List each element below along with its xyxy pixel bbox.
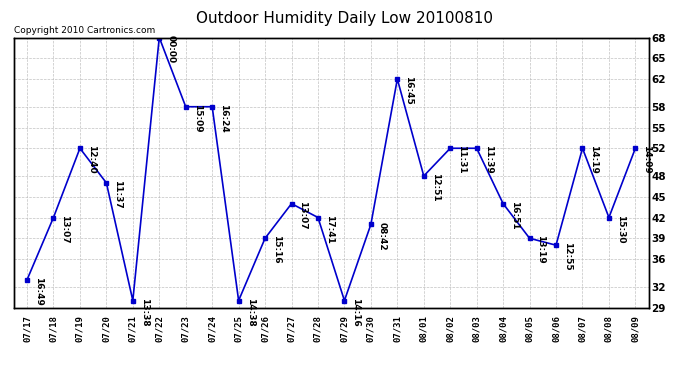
Text: 08:42: 08:42 xyxy=(378,222,387,250)
Text: 14:19: 14:19 xyxy=(589,146,598,174)
Text: 14:16: 14:16 xyxy=(351,298,360,327)
Text: 11:31: 11:31 xyxy=(457,146,466,174)
Text: 14:09: 14:09 xyxy=(642,146,651,174)
Text: 00:00: 00:00 xyxy=(166,35,175,63)
Text: 16:49: 16:49 xyxy=(34,277,43,306)
Text: 16:51: 16:51 xyxy=(510,201,519,229)
Text: 12:51: 12:51 xyxy=(431,173,440,202)
Text: 16:24: 16:24 xyxy=(219,104,228,133)
Text: 11:39: 11:39 xyxy=(484,146,493,174)
Text: 12:40: 12:40 xyxy=(87,146,96,174)
Text: 11:37: 11:37 xyxy=(113,180,122,209)
Text: 13:19: 13:19 xyxy=(537,236,546,264)
Text: 15:16: 15:16 xyxy=(272,236,281,264)
Text: 13:07: 13:07 xyxy=(299,201,308,229)
Text: 13:38: 13:38 xyxy=(140,298,149,326)
Text: 15:09: 15:09 xyxy=(193,104,201,133)
Text: 13:07: 13:07 xyxy=(61,215,70,243)
Text: 17:41: 17:41 xyxy=(325,215,334,244)
Text: Outdoor Humidity Daily Low 20100810: Outdoor Humidity Daily Low 20100810 xyxy=(197,11,493,26)
Text: 12:55: 12:55 xyxy=(563,242,572,271)
Text: 14:38: 14:38 xyxy=(246,298,255,327)
Text: Copyright 2010 Cartronics.com: Copyright 2010 Cartronics.com xyxy=(14,26,155,35)
Text: 16:45: 16:45 xyxy=(404,76,413,105)
Text: 15:30: 15:30 xyxy=(616,215,625,243)
